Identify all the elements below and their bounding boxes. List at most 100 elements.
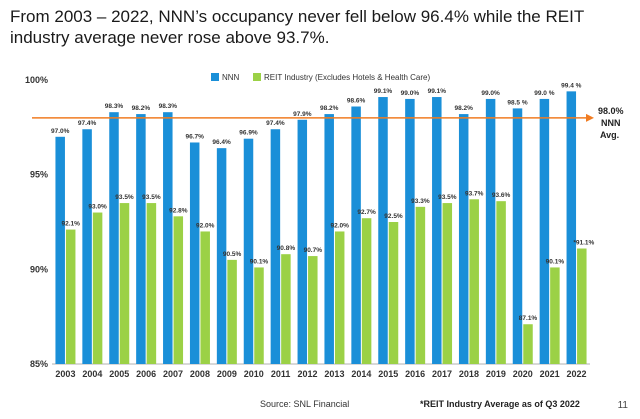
y-tick-label: 95% (30, 170, 48, 180)
y-tick-label: 85% (30, 359, 48, 369)
nnn-data-label: 99.4 % (561, 82, 581, 89)
page-title: From 2003 – 2022, NNN’s occupancy never … (10, 7, 584, 47)
nnn-bar (163, 112, 173, 364)
nnn-data-label: 98.3% (105, 103, 124, 110)
reit-bar (254, 267, 264, 364)
reit-bar (523, 324, 533, 364)
nnn-bar (297, 119, 308, 364)
nnn-data-label: 97.9% (293, 111, 312, 118)
nnn-data-label: 99.0% (401, 90, 420, 97)
reit-bar (200, 231, 210, 364)
nnn-data-label: 98.2% (132, 105, 151, 112)
nnn-data-label: 99.0% (481, 90, 500, 97)
x-tick-label: 2013 (324, 369, 344, 379)
nnn-bar (512, 108, 523, 365)
x-tick-label: 2003 (55, 369, 75, 379)
reit-bar (361, 218, 372, 364)
nnn-data-label: 97.4% (266, 120, 285, 127)
x-tick-label: 2018 (459, 369, 479, 379)
reit-data-label: 92.0% (330, 222, 349, 229)
reit-data-label: 93.5% (115, 194, 134, 201)
reit-data-label: 92.7% (357, 209, 376, 216)
x-tick-label: 2015 (378, 369, 398, 379)
reit-bar (173, 216, 184, 364)
reit-bar (119, 203, 130, 364)
reit-data-label: 90.5% (223, 251, 242, 258)
reit-bar (334, 231, 345, 364)
slide-number: 11 (617, 400, 628, 411)
reit-data-label: 90.8% (277, 245, 296, 252)
reit-data-label: 87.1% (519, 315, 538, 322)
reit-data-label: 93.0% (88, 204, 107, 211)
nnn-bar (378, 97, 388, 364)
reit-bar (281, 254, 291, 364)
nnn-data-label: 99.0 % (534, 90, 554, 97)
nnn-bar (405, 98, 415, 364)
nnn-bar (55, 136, 65, 364)
x-tick-label: 2009 (217, 369, 237, 379)
nnn-bar (485, 98, 496, 364)
nnn-data-label: 98.2% (320, 105, 339, 112)
reit-data-label: 93.7% (465, 190, 484, 197)
source-note: Source: SNL Financial (260, 399, 349, 409)
nnn-bar (351, 106, 361, 365)
x-tick-label: 2010 (244, 369, 264, 379)
legend-label-reit: REIT Industry (Excludes Hotels & Health … (264, 73, 430, 82)
reit-data-label: 93.6% (492, 192, 511, 199)
x-tick-label: 2005 (109, 369, 129, 379)
nnn-bar (216, 148, 227, 364)
reit-data-label: 90.1% (250, 258, 269, 265)
reit-bar (65, 229, 76, 364)
reit-data-label: 92.1% (61, 221, 80, 228)
nnn-data-label: 98.2% (454, 105, 473, 112)
reit-bar (469, 199, 479, 364)
nnn-data-label: 99.1% (428, 88, 447, 95)
nnn-bar (189, 142, 200, 364)
x-tick-label: 2020 (513, 369, 533, 379)
nnn-bar (566, 91, 577, 365)
nnn-data-label: 97.4% (78, 120, 97, 127)
nnn-data-label: 96.4% (212, 139, 231, 146)
nnn-data-label: 98.5 % (507, 99, 527, 106)
reit-bar (415, 206, 426, 364)
x-tick-label: 2006 (136, 369, 156, 379)
x-tick-label: 2007 (163, 369, 183, 379)
reit-bar (227, 259, 237, 364)
nnn-data-label: 98.3% (159, 103, 178, 110)
reit-bar (496, 201, 506, 364)
nnn-bar (539, 98, 550, 364)
y-tick-label: 90% (30, 264, 48, 274)
nnn-bar (109, 112, 119, 364)
reit-bar (308, 256, 318, 364)
reit-bar (146, 203, 157, 364)
legend-swatch-nnn (211, 73, 219, 81)
reit-data-label: 93.5% (142, 194, 161, 201)
nnn-bar (458, 114, 469, 364)
x-tick-label: 2012 (298, 369, 318, 379)
nnn-bar (324, 114, 334, 364)
nnn-bar (432, 97, 442, 364)
nnn-bar (136, 114, 146, 364)
legend-swatch-reit (253, 73, 261, 81)
reit-data-label: 93.3% (411, 198, 430, 205)
reit-data-label: 92.5% (384, 213, 403, 220)
nnn-data-label: 98.6% (347, 98, 366, 105)
nnn-bar (82, 129, 92, 364)
avg-label-line1: NNN (601, 118, 621, 128)
nnn-data-label: 97.0% (51, 128, 70, 135)
avg-label-value: 98.0% (598, 106, 624, 116)
x-tick-label: 2021 (540, 369, 560, 379)
reit-bar (550, 267, 560, 364)
x-tick-label: 2004 (82, 369, 102, 379)
avg-label-line2: Avg. (600, 130, 619, 140)
reit-data-label: 92.0% (196, 222, 215, 229)
reit-data-label: *91.1% (573, 240, 594, 247)
reit-data-label: 90.1% (546, 258, 565, 265)
nnn-data-label: 99.1% (374, 88, 393, 95)
x-tick-label: 2016 (405, 369, 425, 379)
nnn-data-label: 96.9% (239, 130, 258, 137)
reit-bar (577, 248, 587, 364)
x-tick-label: 2011 (271, 369, 291, 379)
nnn-bar (270, 129, 281, 364)
